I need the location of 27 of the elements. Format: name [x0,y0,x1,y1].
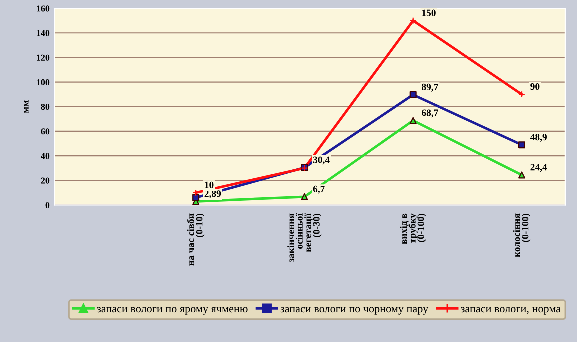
data-label: 90 [530,84,540,90]
legend-label: запаси вологи, норма [461,307,561,315]
legend-label: запаси вологи по чорному пару [280,307,429,315]
y-tick-label: 140 [37,30,50,36]
data-label: 2,89 [204,190,222,199]
data-label: 150 [422,10,436,16]
y-tick-label: 40 [41,153,50,160]
data-label: 48,9 [530,134,547,142]
x-tick-label: на час сівби (0-10) [187,214,205,266]
y-tick-label: 100 [37,79,50,86]
y-tick-label: 160 [37,6,50,12]
legend-label: запаси вологи по ярому ячменю [97,307,248,315]
data-label: 68,7 [422,110,438,118]
x-tick-label: вихід в трубку (0-100) [400,214,426,244]
y-tick-label: 60 [41,128,50,135]
data-label: 30,4 [313,156,330,165]
y-axis-title: мм [24,100,29,114]
data-label: 24,4 [530,164,548,172]
x-tick-label: колосіння (0-100) [513,214,531,258]
data-label: 6,7 [313,186,325,194]
data-label: 89,7 [422,84,438,92]
data-label: 10 [205,182,214,188]
x-tick-label: закінчення осінньої вегетації (0-30) [288,213,322,262]
y-tick-label: 0 [46,202,50,208]
y-tick-label: 80 [41,104,50,110]
y-tick-label: 20 [41,178,50,184]
y-tick-label: 120 [37,54,50,61]
